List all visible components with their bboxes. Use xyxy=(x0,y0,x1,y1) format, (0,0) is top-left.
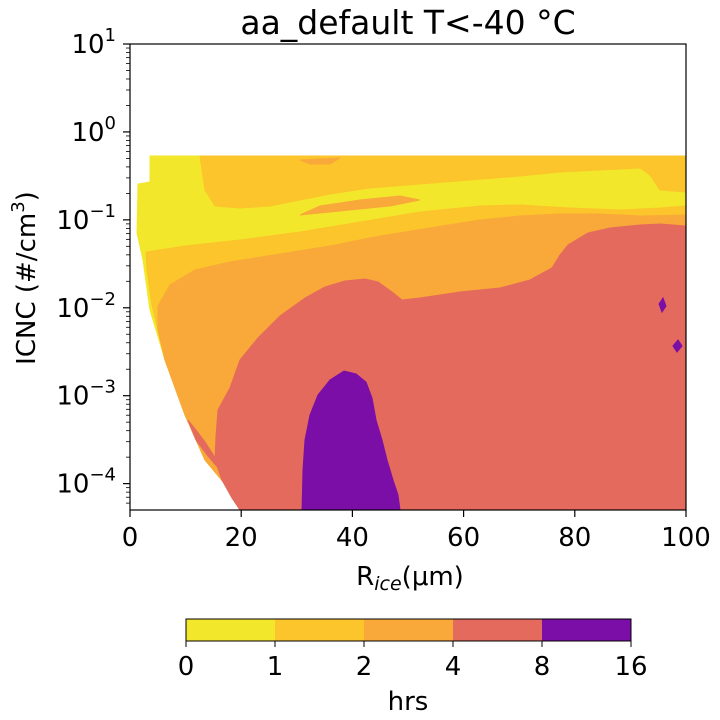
x-tick-label: 80 xyxy=(558,523,591,553)
colorbar-tick-label: 4 xyxy=(445,652,462,682)
colorbar-label: hrs xyxy=(388,687,429,717)
x-tick-label: 40 xyxy=(336,523,369,553)
y-tick-label: 10−1 xyxy=(56,201,116,236)
x-tick-label: 0 xyxy=(122,523,139,553)
y-axis-label: ICNC (#/cm3) xyxy=(8,191,42,365)
y-tick-label: 101 xyxy=(71,25,116,60)
colorbar-tick-label: 2 xyxy=(356,652,373,682)
colorbar-segment xyxy=(364,619,454,641)
y-tick-label: 100 xyxy=(71,113,116,148)
colorbar-tick-label: 16 xyxy=(614,652,647,682)
x-tick-label: 60 xyxy=(447,523,480,553)
y-tick-label: 10−3 xyxy=(56,377,116,412)
colorbar-segment xyxy=(275,619,365,641)
y-axis: 101 100 10−1 10−2 10−3 10−4 xyxy=(56,25,130,504)
colorbar-segment xyxy=(542,619,632,641)
colorbar-segment xyxy=(186,619,276,641)
colorbar: 0 1 2 4 8 16 xyxy=(178,619,648,682)
plot-frame xyxy=(129,43,687,511)
colorbar-tick-label: 8 xyxy=(534,652,551,682)
colorbar-frame xyxy=(185,618,632,642)
colorbar-segment xyxy=(453,619,543,641)
y-tick-label: 10−2 xyxy=(56,289,116,324)
y-tick-label: 10−4 xyxy=(56,465,116,500)
contour-regions xyxy=(136,155,686,510)
chart-title: aa_default T<-40 °C xyxy=(240,3,575,42)
contour-level-8-16 xyxy=(301,296,683,510)
x-tick-label: 100 xyxy=(661,523,711,553)
colorbar-tick-label: 0 xyxy=(178,652,195,682)
x-axis: 0 20 40 60 80 100 xyxy=(122,510,711,553)
colorbar-tick-label: 1 xyxy=(267,652,284,682)
x-axis-label: Rice(μm) xyxy=(356,562,464,595)
x-tick-label: 20 xyxy=(225,523,258,553)
